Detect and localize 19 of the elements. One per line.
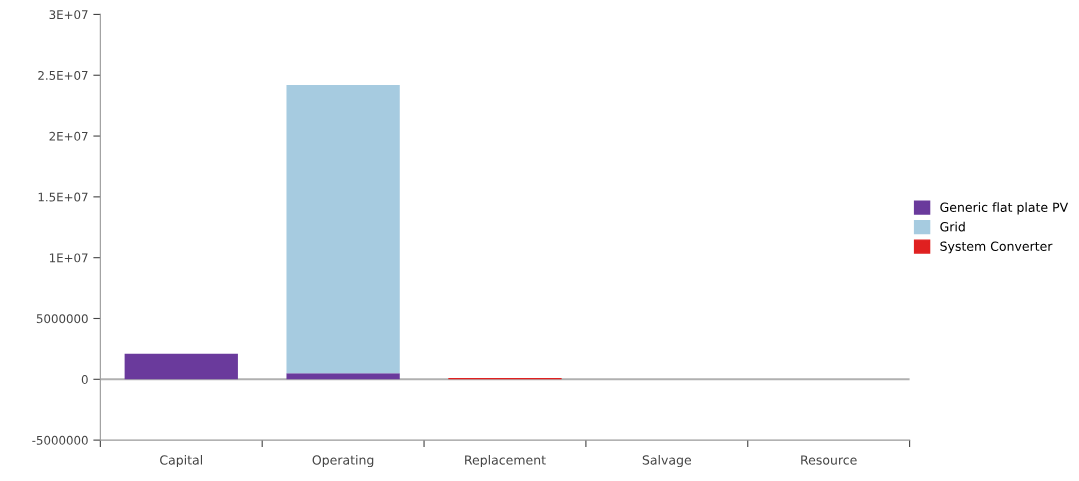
x-tick-label: Replacement [465,455,546,468]
bar [286,373,400,380]
y-tick-label: 2.5E+07 [38,70,88,80]
x-tick-label: Operating [312,455,374,468]
x-tick-label: Resource [801,455,857,465]
bar [286,84,400,374]
legend-label: Generic flat plate PV [940,202,1069,215]
y-tick-label: 0 [81,375,88,384]
y-tick-label: 1E+07 [49,253,88,263]
y-tick-label: 1.5E+07 [38,192,88,202]
x-tick-label: Salvage [642,455,692,468]
legend-label: System Converter [940,241,1053,254]
y-tick-label: 3E+07 [49,10,88,20]
x-tick-label: Capital [160,455,203,468]
y-tick-label: 5000000 [36,314,88,324]
y-tick-label: 2E+07 [49,131,88,141]
legend-label: Grid [940,221,965,232]
y-tick-label: -5000000 [32,435,88,445]
bar [124,353,238,380]
